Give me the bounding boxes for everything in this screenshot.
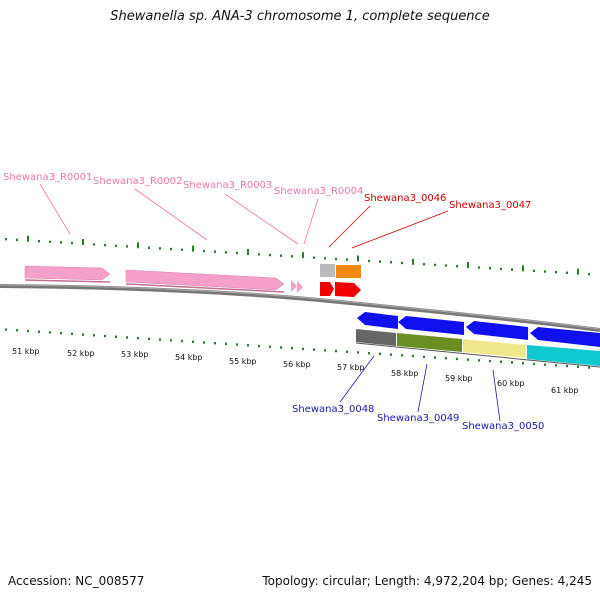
rna-features — [24, 265, 303, 293]
kbp-label: 55 kbp — [229, 357, 257, 366]
rna-feature-R0002[interactable] — [125, 269, 285, 291]
forward-feature-orange[interactable] — [336, 265, 361, 278]
kbp-label: 60 kbp — [497, 379, 525, 388]
rna-feature-R0003[interactable] — [291, 280, 297, 292]
feature-labels: Shewana3_R0001 Shewana3_R0002 Shewana3_R… — [3, 172, 544, 432]
gene-block-0050[interactable] — [463, 339, 526, 358]
forward-feature-0047[interactable] — [335, 282, 361, 297]
label-0050[interactable]: Shewana3_0050 — [462, 421, 544, 432]
rna-feature-R0004[interactable] — [297, 281, 303, 293]
topology-text: Topology: circular; Length: 4,972,204 bp… — [262, 574, 592, 588]
kbp-label: 56 kbp — [283, 360, 311, 369]
kbp-label: 52 kbp — [67, 349, 95, 358]
upper-tick-ruler — [5, 235, 590, 276]
kbp-label: 53 kbp — [121, 350, 149, 359]
accession-text: Accession: NC_008577 — [8, 574, 145, 588]
reverse-features — [357, 312, 600, 347]
label-0048[interactable]: Shewana3_0048 — [292, 404, 374, 415]
forward-feature-0046[interactable] — [320, 282, 334, 296]
forward-features — [320, 264, 361, 297]
lower-tick-ruler: 51 kbp 52 kbp 53 kbp 54 kbp 55 kbp 56 kbp 57 k… — [5, 328, 590, 395]
kbp-label: 54 kbp — [175, 353, 203, 362]
label-0046[interactable]: Shewana3_0046 — [364, 193, 446, 204]
kbp-label: 59 kbp — [445, 374, 473, 383]
label-R0002[interactable]: Shewana3_R0002 — [93, 176, 182, 187]
reverse-feature-2[interactable] — [398, 316, 464, 335]
kbp-label: 51 kbp — [12, 347, 40, 356]
label-0049[interactable]: Shewana3_0049 — [377, 413, 459, 424]
gene-block-0049[interactable] — [397, 333, 462, 352]
label-R0003[interactable]: Shewana3_R0003 — [183, 180, 272, 191]
sequence-backbone — [0, 284, 600, 332]
label-R0004[interactable]: Shewana3_R0004 — [274, 186, 363, 197]
reverse-feature-3[interactable] — [466, 321, 528, 340]
label-0047[interactable]: Shewana3_0047 — [449, 200, 531, 211]
kbp-label: 58 kbp — [391, 369, 419, 378]
kbp-label: 57 kbp — [337, 363, 365, 372]
label-R0001[interactable]: Shewana3_R0001 — [3, 172, 92, 183]
reverse-block-features — [355, 329, 600, 368]
reverse-feature-4[interactable] — [530, 327, 600, 347]
gene-block-0048[interactable] — [356, 329, 396, 346]
kbp-label: 61 kbp — [551, 386, 579, 395]
rna-feature-R0001[interactable] — [24, 265, 111, 281]
reverse-feature-1[interactable] — [357, 312, 398, 329]
sequence-title: Shewanella sp. ANA-3 chromosome 1, compl… — [110, 9, 490, 24]
gene-block-cyan[interactable] — [527, 345, 600, 366]
forward-feature-grey[interactable] — [320, 264, 335, 277]
